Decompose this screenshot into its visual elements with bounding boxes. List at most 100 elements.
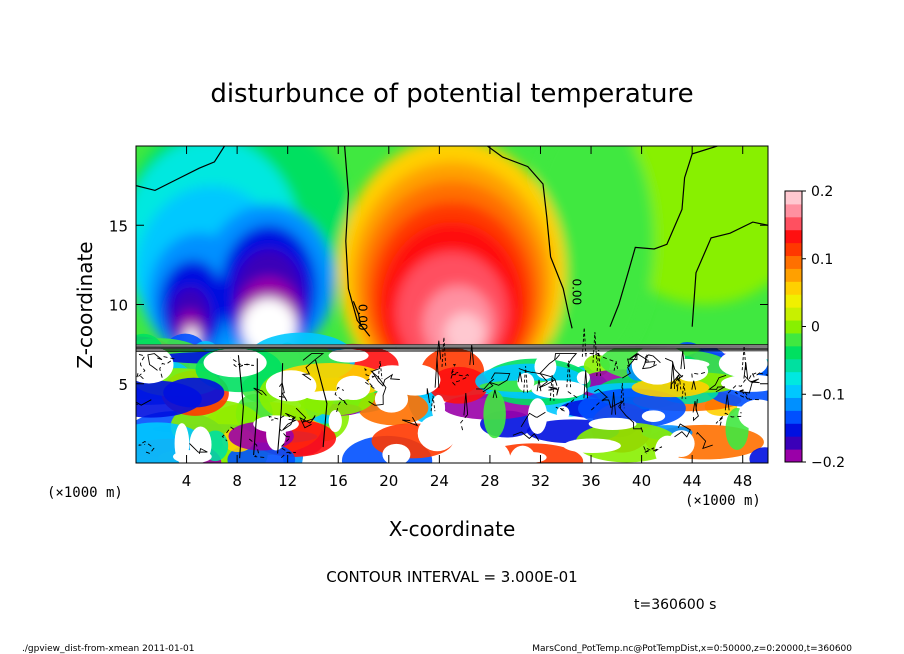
x-tick-label: 12 xyxy=(278,472,297,490)
turbulence-contour xyxy=(752,372,768,377)
turbulence-contour xyxy=(253,358,258,456)
x-tick-label: 36 xyxy=(581,472,600,490)
colorbar-segment xyxy=(785,191,802,205)
colorbar-tick-label: 0.2 xyxy=(811,184,833,200)
y-axis: 5 10 15 xyxy=(109,217,768,394)
turbulence-patch xyxy=(718,349,768,378)
turbulence-contour xyxy=(741,346,747,371)
turbulence-contour xyxy=(436,340,442,360)
turbulence-patch xyxy=(253,415,299,433)
turbulence-patch xyxy=(336,375,371,400)
colorbar-segment xyxy=(785,229,802,244)
y-tick-label: 10 xyxy=(109,297,128,315)
colorbar-tick-label: 0 xyxy=(811,320,820,336)
turbulence-contour xyxy=(299,416,316,429)
turbulence-contour xyxy=(696,431,713,450)
colorbar-segment xyxy=(785,203,802,218)
turbulence-patch xyxy=(203,348,267,378)
contour-line xyxy=(487,146,573,329)
turbulence-contour xyxy=(451,371,470,386)
turbulence-contour xyxy=(691,371,708,378)
colorbar-segment xyxy=(785,332,802,347)
colorbar-segment xyxy=(785,436,802,450)
turbulence-contour xyxy=(492,389,498,399)
turbulence-contour xyxy=(584,353,614,362)
colorbar-tick-label: −0.1 xyxy=(811,387,845,403)
turbulence-contour xyxy=(460,415,468,431)
colorbar xyxy=(784,190,803,463)
turbulence-contour xyxy=(622,352,640,379)
colorbar-segment xyxy=(785,397,802,411)
colorbar-segment xyxy=(785,294,802,308)
turbulence-patch xyxy=(517,372,535,392)
x-tick-label: 48 xyxy=(733,472,752,490)
time-stamp: t=360600 s xyxy=(634,597,716,613)
contour-interval: CONTOUR INTERVAL = 3.000E-01 xyxy=(326,568,577,586)
turbulence-patch xyxy=(136,346,167,374)
turbulence-patch xyxy=(483,390,506,439)
turbulence-contour xyxy=(548,386,560,396)
turbulence-contour xyxy=(727,370,763,394)
turbulence-contour xyxy=(611,391,616,415)
x-tick-label: 24 xyxy=(430,472,449,490)
turbulence-patch xyxy=(641,410,666,422)
turbulence-contour xyxy=(590,396,609,411)
turbulence-contour xyxy=(237,355,244,459)
colorbar-tick-label: −0.2 xyxy=(811,455,845,471)
turbulence-contour xyxy=(279,429,296,459)
turbulence-contour xyxy=(230,357,254,368)
turbulence-contour xyxy=(681,383,687,399)
turbulence-contour xyxy=(676,373,682,392)
x-axis: 4 8 12 16 20 24 28 32 36 40 44 48 xyxy=(182,146,752,490)
turbulence-contour xyxy=(724,394,730,411)
turbulence-contour xyxy=(734,389,759,401)
turbulence-contour xyxy=(566,360,572,388)
turbulence-patch xyxy=(429,366,489,404)
turbulence-contour xyxy=(221,426,235,442)
turbulence-patch xyxy=(374,385,409,413)
colorbar-segment xyxy=(785,384,802,398)
turbulence-contour xyxy=(693,399,699,422)
turbulence-patch xyxy=(431,394,446,422)
colorbar-segment xyxy=(785,281,802,295)
colorbar-segment xyxy=(785,423,802,437)
turbulence-patch xyxy=(556,406,570,420)
turbulence-contour xyxy=(583,370,589,399)
y-axis-label: Z-coordinate xyxy=(73,241,97,368)
footer-right: MarsCond_PotTemp.nc@PotTempDist,x=0:5000… xyxy=(532,644,852,654)
contour-label: 0.00 xyxy=(356,304,370,331)
turbulence-contour xyxy=(282,412,298,431)
turbulence-contour xyxy=(268,413,297,421)
contour-label: 0.00 xyxy=(569,278,583,305)
x-unit-left: (×1000 m) xyxy=(47,485,123,501)
turbulence-contour xyxy=(401,416,419,427)
turbulence-contour xyxy=(469,344,475,365)
turbulence-patch xyxy=(576,371,590,385)
turbulence-patch xyxy=(328,348,369,363)
turbulence-contour xyxy=(512,431,540,442)
x-tick-label: 16 xyxy=(329,472,348,490)
x-tick-label: 20 xyxy=(379,472,398,490)
x-tick-label: 32 xyxy=(531,472,550,490)
x-tick-label: 8 xyxy=(232,472,242,490)
turbulence-contour xyxy=(739,375,760,394)
turbulence-contour xyxy=(253,387,267,396)
turbulence-contour xyxy=(301,353,325,381)
turbulence-contour xyxy=(523,366,528,393)
turbulence-patch xyxy=(470,439,511,463)
turbulence-patch xyxy=(328,409,342,433)
turbulence-contour xyxy=(674,378,681,389)
colorbar-segment xyxy=(785,216,802,231)
footer-left: ./gpview_dist-from-xmean 2011-01-01 xyxy=(22,644,194,654)
plot-area xyxy=(136,146,768,463)
turbulence-patch xyxy=(389,364,441,396)
field-blob xyxy=(444,312,485,354)
turbulence-contour xyxy=(334,386,348,413)
turbulence-patch xyxy=(650,358,710,370)
turbulence-contour xyxy=(596,349,602,377)
turbulence-contour xyxy=(708,374,727,393)
turbulence-contour xyxy=(715,411,742,426)
turbulence-contour xyxy=(620,382,625,409)
colorbar-segment xyxy=(785,242,802,257)
